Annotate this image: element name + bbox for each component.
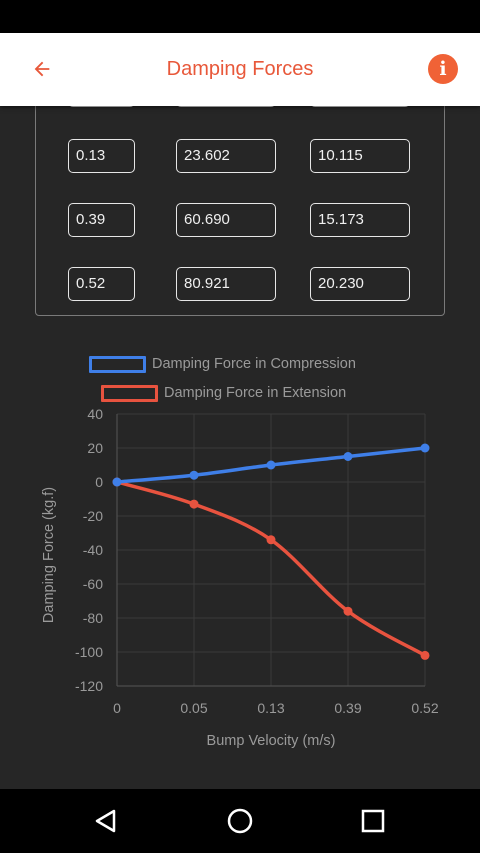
data-point	[343, 606, 353, 616]
data-point	[420, 650, 430, 660]
y-tick-label: -20	[83, 508, 103, 524]
nav-back-button[interactable]	[90, 805, 122, 837]
data-point	[112, 477, 122, 487]
y-tick-label: 40	[87, 406, 103, 422]
y-tick-label: -120	[75, 678, 103, 694]
data-point	[266, 460, 276, 470]
data-point	[420, 443, 430, 453]
compression-cell[interactable]: 80.921	[176, 267, 276, 301]
y-tick-label: -40	[83, 542, 103, 558]
damping-force-chart: 40 20 0 -20 -40 -60 -80 -100 -120 0 0.05 0.13 0.39 0.…	[41, 406, 439, 749]
status-bar	[0, 0, 480, 33]
x-tick-label: 0	[113, 700, 121, 716]
compression-cell[interactable]: 23.602	[176, 139, 276, 173]
velocity-cell[interactable]: 0.52	[68, 267, 135, 301]
arrow-left-icon	[34, 61, 50, 77]
nav-recents-square-icon	[361, 809, 385, 833]
velocity-cell[interactable]: 0.39	[68, 203, 135, 237]
data-point	[266, 535, 276, 545]
page-title: Damping Forces	[166, 58, 314, 80]
legend-item-compression: Damping Force in Compression	[89, 353, 356, 375]
navigation-bar	[0, 789, 480, 853]
data-point	[343, 452, 353, 461]
y-tick-label: -100	[75, 644, 103, 660]
y-tick-label: -80	[83, 610, 103, 626]
x-tick-label: 0.13	[257, 700, 284, 716]
data-point	[189, 499, 199, 509]
y-axis-title: Damping Force (kg.f)	[41, 487, 57, 623]
extension-cell[interactable]: 15.173	[310, 203, 410, 237]
nav-home-circle-icon	[227, 808, 253, 834]
app-bar: Damping Forces i	[0, 33, 480, 106]
nav-back-triangle-icon	[95, 809, 116, 833]
legend-label: Damping Force in Compression	[152, 356, 356, 372]
legend-item-extension: Damping Force in Extension	[101, 382, 346, 404]
velocity-cell[interactable]: 0.13	[68, 139, 135, 173]
info-icon: i	[439, 58, 447, 80]
x-tick-label: 0.39	[334, 700, 361, 716]
x-tick-label: 0.05	[180, 700, 207, 716]
values-table: 0.13 23.602 10.115 0.39 60.690 15.173 0.…	[35, 106, 445, 316]
legend-label: Damping Force in Extension	[164, 385, 347, 401]
nav-home-button[interactable]	[224, 805, 256, 837]
info-button[interactable]: i	[428, 54, 458, 84]
y-tick-label: -60	[83, 576, 103, 592]
extension-cell[interactable]: 20.230	[310, 267, 410, 301]
legend-swatch	[101, 384, 158, 402]
extension-cell[interactable]: 10.115	[310, 139, 410, 173]
back-button[interactable]	[22, 49, 62, 89]
legend-swatch	[89, 355, 146, 373]
nav-recents-button[interactable]	[357, 805, 389, 837]
compression-cell[interactable]: 60.690	[176, 203, 276, 237]
y-tick-label: 20	[87, 440, 103, 456]
data-point	[189, 470, 199, 480]
x-axis-title: Bump Velocity (m/s)	[207, 733, 336, 749]
content-area: 0.13 23.602 10.115 0.39 60.690 15.173 0.…	[0, 106, 480, 789]
y-tick-label: 0	[95, 474, 103, 490]
x-tick-label: 0.52	[411, 700, 438, 716]
